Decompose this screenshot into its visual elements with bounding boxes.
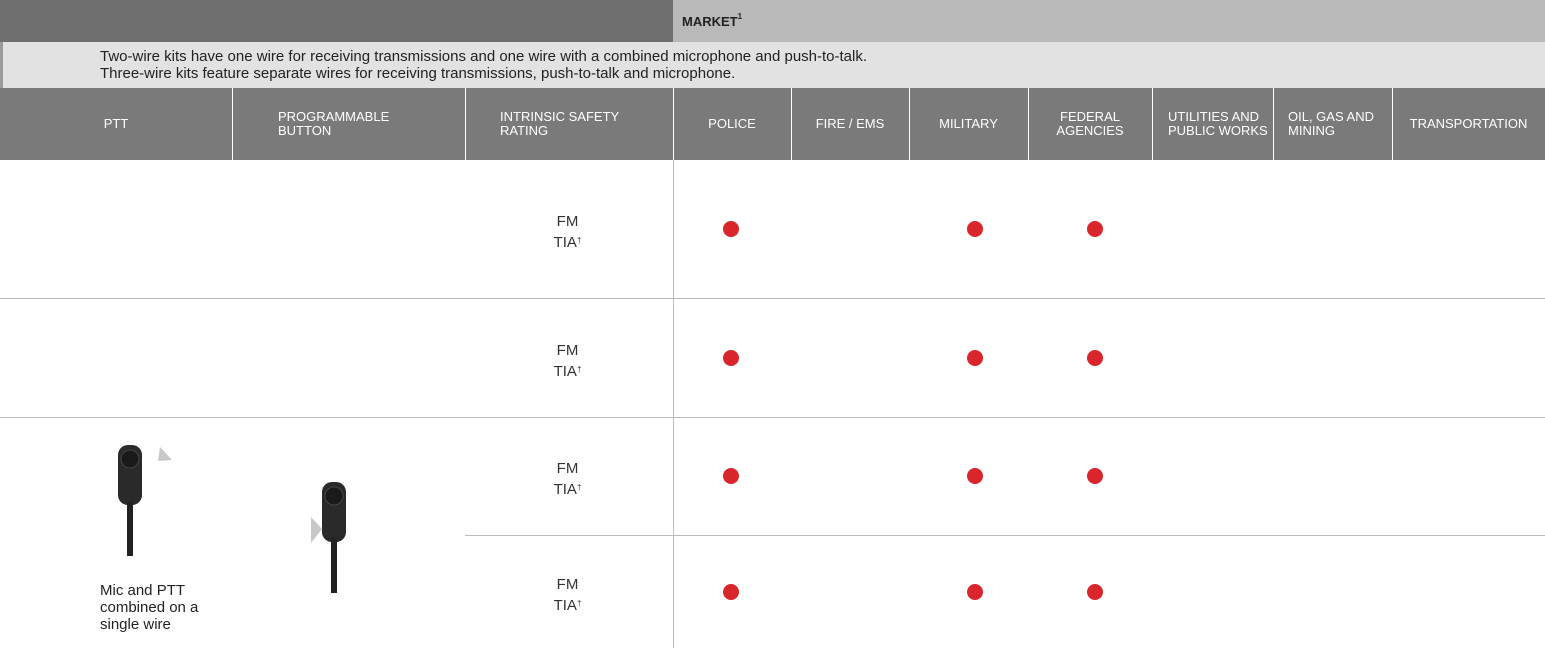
rating-line: TIA† <box>520 232 615 253</box>
rating-line: TIA† <box>520 479 615 500</box>
column-header: FIRE / EMS <box>815 116 885 131</box>
market-dot <box>967 349 983 366</box>
market-dot <box>723 221 739 237</box>
column-divider <box>1273 88 1274 160</box>
column-divider <box>791 88 792 160</box>
market-dot <box>967 468 983 484</box>
column-header: INTRINSIC SAFETY RATING <box>500 109 619 138</box>
rating-note: † <box>576 236 582 245</box>
market-dot <box>1087 221 1103 237</box>
market-dot <box>1087 468 1103 484</box>
market-dot <box>967 221 983 237</box>
rating-text: TIA <box>553 481 577 498</box>
rating-line: FM <box>556 341 579 359</box>
market-dot <box>1087 583 1103 600</box>
row-line <box>465 535 1545 536</box>
market-text: MARKET <box>682 14 738 29</box>
rating-line: FM <box>556 575 579 593</box>
market-dot <box>723 583 739 600</box>
column-header: OIL, GAS AND MINING <box>1288 109 1374 138</box>
rating-line: TIA† <box>520 361 615 382</box>
column-divider <box>673 88 674 160</box>
header-row: PTT PROGRAMMABLE BUTTON INTRINSIC SAFETY R… <box>0 88 1545 160</box>
column-divider <box>465 88 466 160</box>
market-dot <box>967 583 983 600</box>
rating-line: TIA† <box>520 595 615 616</box>
rating-line: FM <box>556 460 579 477</box>
rating-text: TIA <box>553 234 577 251</box>
rating-note: † <box>576 483 582 492</box>
market-label: MARKET1 <box>682 12 743 29</box>
market-note: 1 <box>737 12 743 21</box>
column-header: PTT <box>103 116 129 131</box>
note-line: Mic and PTT <box>100 582 186 599</box>
rating-note: † <box>576 364 582 374</box>
note-line: single wire <box>100 616 171 633</box>
column-divider <box>1152 88 1153 160</box>
column-header: UTILITIES AND PUBLIC WORKS <box>1168 109 1268 138</box>
description-band: Two-wire kits have one wire for receivin… <box>0 42 1545 88</box>
mic-images <box>118 445 346 593</box>
divider <box>673 160 674 648</box>
column-header: MILITARY <box>939 116 998 131</box>
note-line: combined on a <box>100 599 199 616</box>
column-divider <box>1028 88 1029 160</box>
top-bar-left <box>0 0 673 42</box>
column-header: POLICE <box>708 116 756 131</box>
column-divider <box>232 88 233 160</box>
description: Two-wire kits have one wire for receivin… <box>100 48 867 82</box>
rating-note: † <box>576 598 582 608</box>
top-bar-right: MARKET1 <box>673 0 1545 42</box>
ptt-note: Mic and PTT combined on a single wire <box>100 582 198 633</box>
market-dot <box>723 468 739 484</box>
market-dot <box>1087 349 1103 366</box>
rating: FM TIA† <box>520 458 615 500</box>
rating-text: TIA <box>553 362 577 380</box>
column-header: PROGRAMMABLE BUTTON <box>278 109 390 138</box>
column-divider <box>1392 88 1393 160</box>
market-dot <box>723 349 739 366</box>
rating-text: TIA <box>553 596 577 614</box>
row-line <box>0 417 1545 418</box>
column-divider <box>909 88 910 160</box>
rating: FM TIA† <box>520 340 615 382</box>
rating: FM TIA† <box>520 211 615 253</box>
description-line: Two-wire kits have one wire for receivin… <box>100 48 868 65</box>
column-header: FEDERAL AGENCIES <box>1056 109 1124 138</box>
column-header: TRANSPORTATION <box>1409 116 1528 131</box>
row-line <box>0 298 1545 299</box>
description-line: Three-wire kits feature separate wires f… <box>100 65 736 82</box>
rating-line: FM <box>556 213 579 230</box>
rating: FM TIA† <box>520 574 615 616</box>
